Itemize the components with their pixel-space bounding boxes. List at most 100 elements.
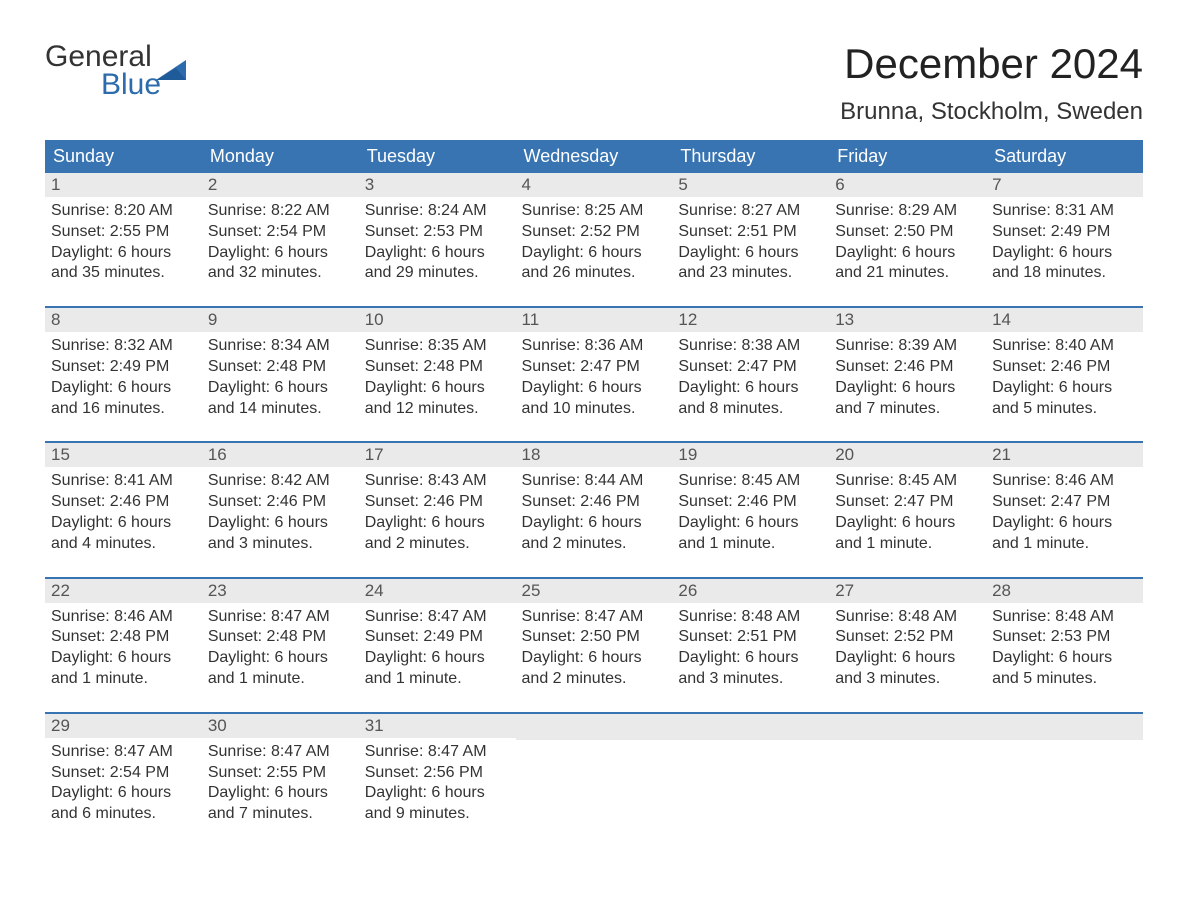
- logo-word2: Blue: [45, 68, 186, 102]
- day-details: Sunrise: 8:46 AM Sunset: 2:48 PM Dayligh…: [45, 603, 202, 690]
- day-number: 4: [516, 173, 673, 197]
- weekday-header: Friday: [829, 140, 986, 173]
- day-details: [672, 740, 829, 744]
- day-details: Sunrise: 8:45 AM Sunset: 2:46 PM Dayligh…: [672, 467, 829, 554]
- day-number: [516, 714, 673, 740]
- calendar-cell: 21Sunrise: 8:46 AM Sunset: 2:47 PM Dayli…: [986, 441, 1143, 576]
- calendar-cell: 3Sunrise: 8:24 AM Sunset: 2:53 PM Daylig…: [359, 173, 516, 306]
- calendar-cell: 30Sunrise: 8:47 AM Sunset: 2:55 PM Dayli…: [202, 712, 359, 847]
- calendar-week-row: 1Sunrise: 8:20 AM Sunset: 2:55 PM Daylig…: [45, 173, 1143, 306]
- day-details: Sunrise: 8:47 AM Sunset: 2:54 PM Dayligh…: [45, 738, 202, 825]
- day-details: Sunrise: 8:29 AM Sunset: 2:50 PM Dayligh…: [829, 197, 986, 284]
- day-details: Sunrise: 8:47 AM Sunset: 2:48 PM Dayligh…: [202, 603, 359, 690]
- day-number: 27: [829, 579, 986, 603]
- day-details: Sunrise: 8:22 AM Sunset: 2:54 PM Dayligh…: [202, 197, 359, 284]
- day-details: Sunrise: 8:39 AM Sunset: 2:46 PM Dayligh…: [829, 332, 986, 419]
- day-details: Sunrise: 8:47 AM Sunset: 2:50 PM Dayligh…: [516, 603, 673, 690]
- day-number: 14: [986, 308, 1143, 332]
- day-number: 6: [829, 173, 986, 197]
- day-details: Sunrise: 8:47 AM Sunset: 2:55 PM Dayligh…: [202, 738, 359, 825]
- weekday-header: Sunday: [45, 140, 202, 173]
- calendar-cell: 18Sunrise: 8:44 AM Sunset: 2:46 PM Dayli…: [516, 441, 673, 576]
- day-number: [672, 714, 829, 740]
- calendar-week-row: 29Sunrise: 8:47 AM Sunset: 2:54 PM Dayli…: [45, 712, 1143, 847]
- calendar-cell: 23Sunrise: 8:47 AM Sunset: 2:48 PM Dayli…: [202, 577, 359, 712]
- calendar-cell: 14Sunrise: 8:40 AM Sunset: 2:46 PM Dayli…: [986, 306, 1143, 441]
- day-details: Sunrise: 8:48 AM Sunset: 2:52 PM Dayligh…: [829, 603, 986, 690]
- day-details: Sunrise: 8:45 AM Sunset: 2:47 PM Dayligh…: [829, 467, 986, 554]
- day-number: 18: [516, 443, 673, 467]
- day-number: 29: [45, 714, 202, 738]
- day-number: 10: [359, 308, 516, 332]
- day-number: 21: [986, 443, 1143, 467]
- day-details: Sunrise: 8:24 AM Sunset: 2:53 PM Dayligh…: [359, 197, 516, 284]
- day-number: 20: [829, 443, 986, 467]
- weekday-header-row: Sunday Monday Tuesday Wednesday Thursday…: [45, 140, 1143, 173]
- day-number: 15: [45, 443, 202, 467]
- calendar-cell: 5Sunrise: 8:27 AM Sunset: 2:51 PM Daylig…: [672, 173, 829, 306]
- calendar-cell: [672, 712, 829, 847]
- day-details: Sunrise: 8:42 AM Sunset: 2:46 PM Dayligh…: [202, 467, 359, 554]
- calendar-cell: 11Sunrise: 8:36 AM Sunset: 2:47 PM Dayli…: [516, 306, 673, 441]
- day-number: 7: [986, 173, 1143, 197]
- day-number: 17: [359, 443, 516, 467]
- calendar-cell: 12Sunrise: 8:38 AM Sunset: 2:47 PM Dayli…: [672, 306, 829, 441]
- day-number: 26: [672, 579, 829, 603]
- calendar-cell: 24Sunrise: 8:47 AM Sunset: 2:49 PM Dayli…: [359, 577, 516, 712]
- day-number: 30: [202, 714, 359, 738]
- calendar-cell: 7Sunrise: 8:31 AM Sunset: 2:49 PM Daylig…: [986, 173, 1143, 306]
- day-number: 19: [672, 443, 829, 467]
- day-number: 2: [202, 173, 359, 197]
- calendar-cell: 16Sunrise: 8:42 AM Sunset: 2:46 PM Dayli…: [202, 441, 359, 576]
- day-number: 22: [45, 579, 202, 603]
- day-details: Sunrise: 8:48 AM Sunset: 2:51 PM Dayligh…: [672, 603, 829, 690]
- day-details: Sunrise: 8:35 AM Sunset: 2:48 PM Dayligh…: [359, 332, 516, 419]
- day-details: Sunrise: 8:32 AM Sunset: 2:49 PM Dayligh…: [45, 332, 202, 419]
- calendar-cell: 19Sunrise: 8:45 AM Sunset: 2:46 PM Dayli…: [672, 441, 829, 576]
- day-number: 11: [516, 308, 673, 332]
- calendar-cell: 1Sunrise: 8:20 AM Sunset: 2:55 PM Daylig…: [45, 173, 202, 306]
- calendar-table: Sunday Monday Tuesday Wednesday Thursday…: [45, 140, 1143, 847]
- day-number: 8: [45, 308, 202, 332]
- calendar-cell: 4Sunrise: 8:25 AM Sunset: 2:52 PM Daylig…: [516, 173, 673, 306]
- calendar-cell: 13Sunrise: 8:39 AM Sunset: 2:46 PM Dayli…: [829, 306, 986, 441]
- calendar-cell: 9Sunrise: 8:34 AM Sunset: 2:48 PM Daylig…: [202, 306, 359, 441]
- calendar-cell: 17Sunrise: 8:43 AM Sunset: 2:46 PM Dayli…: [359, 441, 516, 576]
- day-number: 9: [202, 308, 359, 332]
- weekday-header: Tuesday: [359, 140, 516, 173]
- day-details: Sunrise: 8:25 AM Sunset: 2:52 PM Dayligh…: [516, 197, 673, 284]
- day-number: [986, 714, 1143, 740]
- calendar-cell: 6Sunrise: 8:29 AM Sunset: 2:50 PM Daylig…: [829, 173, 986, 306]
- calendar-cell: 20Sunrise: 8:45 AM Sunset: 2:47 PM Dayli…: [829, 441, 986, 576]
- calendar-cell: 2Sunrise: 8:22 AM Sunset: 2:54 PM Daylig…: [202, 173, 359, 306]
- day-number: 12: [672, 308, 829, 332]
- day-number: 25: [516, 579, 673, 603]
- calendar-cell: [829, 712, 986, 847]
- day-details: Sunrise: 8:38 AM Sunset: 2:47 PM Dayligh…: [672, 332, 829, 419]
- weekday-header: Monday: [202, 140, 359, 173]
- day-number: 24: [359, 579, 516, 603]
- day-details: [829, 740, 986, 744]
- calendar-cell: [986, 712, 1143, 847]
- day-number: [829, 714, 986, 740]
- day-number: 1: [45, 173, 202, 197]
- day-details: Sunrise: 8:44 AM Sunset: 2:46 PM Dayligh…: [516, 467, 673, 554]
- day-number: 23: [202, 579, 359, 603]
- logo: General Blue: [45, 40, 186, 102]
- calendar-cell: 15Sunrise: 8:41 AM Sunset: 2:46 PM Dayli…: [45, 441, 202, 576]
- calendar-week-row: 15Sunrise: 8:41 AM Sunset: 2:46 PM Dayli…: [45, 441, 1143, 576]
- day-number: 13: [829, 308, 986, 332]
- day-number: 3: [359, 173, 516, 197]
- day-details: Sunrise: 8:20 AM Sunset: 2:55 PM Dayligh…: [45, 197, 202, 284]
- day-details: Sunrise: 8:40 AM Sunset: 2:46 PM Dayligh…: [986, 332, 1143, 419]
- day-details: Sunrise: 8:43 AM Sunset: 2:46 PM Dayligh…: [359, 467, 516, 554]
- location-label: Brunna, Stockholm, Sweden: [840, 98, 1143, 126]
- weekday-header: Wednesday: [516, 140, 673, 173]
- day-number: 28: [986, 579, 1143, 603]
- day-details: [516, 740, 673, 744]
- calendar-cell: 8Sunrise: 8:32 AM Sunset: 2:49 PM Daylig…: [45, 306, 202, 441]
- day-details: Sunrise: 8:36 AM Sunset: 2:47 PM Dayligh…: [516, 332, 673, 419]
- weekday-header: Thursday: [672, 140, 829, 173]
- calendar-week-row: 8Sunrise: 8:32 AM Sunset: 2:49 PM Daylig…: [45, 306, 1143, 441]
- day-details: Sunrise: 8:41 AM Sunset: 2:46 PM Dayligh…: [45, 467, 202, 554]
